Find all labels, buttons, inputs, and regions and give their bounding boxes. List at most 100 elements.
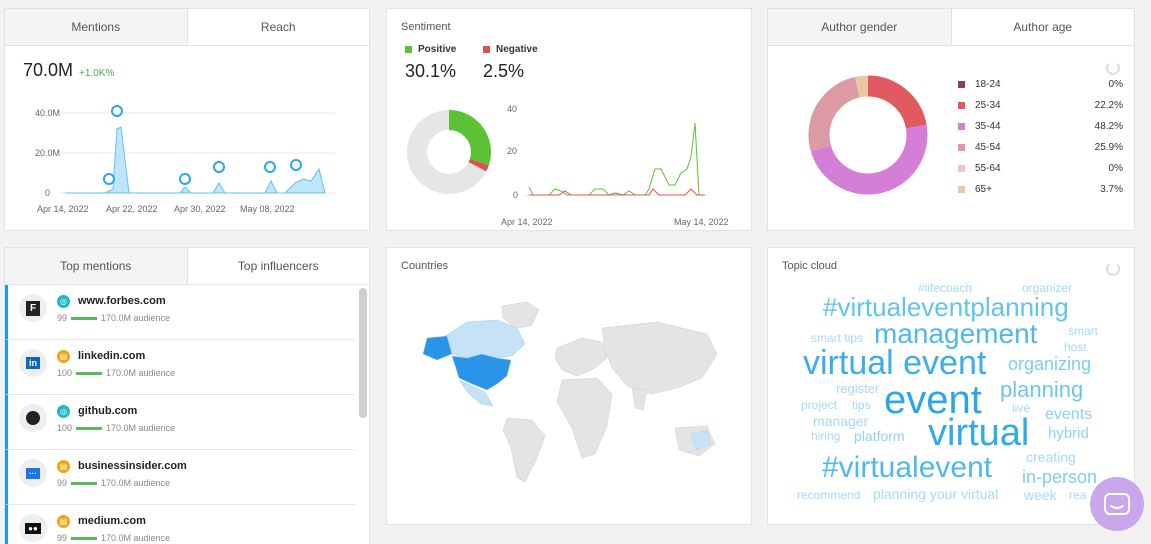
list-item-domain[interactable]: linkedin.com bbox=[78, 350, 146, 362]
author-tabs: Author gender Author age bbox=[768, 9, 1134, 46]
age-label: 65+ bbox=[975, 184, 992, 195]
tab-top-influencers[interactable]: Top influencers bbox=[186, 248, 369, 284]
list-item-domain[interactable]: github.com bbox=[78, 405, 138, 417]
countries-card: Countries bbox=[386, 247, 752, 525]
list-item[interactable]: F ◎ www.forbes.com 99 170.0M audience bbox=[5, 285, 355, 340]
topic-word[interactable]: organizing bbox=[1008, 354, 1092, 374]
list-item-domain[interactable]: www.forbes.com bbox=[78, 295, 166, 307]
topic-word[interactable]: host bbox=[1064, 340, 1087, 354]
sentiment-title: Sentiment bbox=[401, 21, 451, 33]
topic-word[interactable]: week bbox=[1024, 487, 1057, 503]
negative-label: Negative bbox=[496, 44, 538, 55]
x-tick: Apr 22, 2022 bbox=[106, 204, 158, 214]
topic-word[interactable]: hiring bbox=[811, 429, 841, 443]
topic-word[interactable]: live bbox=[1012, 401, 1031, 415]
list-item[interactable]: ●● ▤ medium.com 99 170.0M audience bbox=[5, 505, 355, 544]
topic-word[interactable]: #lifecoach bbox=[918, 281, 973, 295]
topic-word[interactable]: smart bbox=[1068, 324, 1098, 338]
age-swatch bbox=[958, 165, 965, 172]
tab-mentions[interactable]: Mentions bbox=[5, 9, 187, 45]
list-item-meta: 99 170.0M audience bbox=[57, 478, 170, 488]
topic-word[interactable]: creating bbox=[1026, 449, 1076, 465]
github-logo-icon bbox=[19, 404, 47, 432]
forbes-logo-icon: F bbox=[19, 294, 47, 322]
marker-pin bbox=[290, 159, 302, 171]
age-value: 22.2% bbox=[1094, 100, 1123, 111]
list-item[interactable]: ··· ▤ businessinsider.com 99 170.0M audie… bbox=[5, 450, 355, 505]
tab-reach[interactable]: Reach bbox=[186, 9, 369, 45]
topic-word[interactable]: recommend bbox=[797, 488, 861, 502]
marker-pin bbox=[264, 161, 276, 173]
medium-logo-icon: ●● bbox=[19, 514, 47, 542]
age-legend: 18-24 0% 25-34 22.2% 35-44 48.2% 45-54 25.9%… bbox=[958, 79, 1123, 204]
list-item-meta: 99 170.0M audience bbox=[57, 533, 170, 543]
usa-shape bbox=[451, 353, 512, 391]
sentiment-card: Sentiment Positive Negative 30.1% 2.5% 4… bbox=[386, 8, 752, 231]
topic-word[interactable]: manager bbox=[813, 413, 869, 429]
topic-word[interactable]: organizer bbox=[1022, 281, 1073, 295]
tab-top-mentions[interactable]: Top mentions bbox=[5, 248, 187, 284]
news-icon: ▤ bbox=[57, 460, 70, 473]
topic-word[interactable]: rea bbox=[1069, 488, 1087, 502]
y-tick: 40 bbox=[507, 104, 517, 114]
age-value: 0% bbox=[1108, 79, 1123, 90]
chat-launcher-button[interactable] bbox=[1090, 477, 1144, 531]
greenland-shape bbox=[501, 301, 540, 329]
topic-word[interactable]: planning bbox=[1000, 377, 1084, 402]
list-item-audience: 170.0M audience bbox=[101, 478, 171, 488]
x-tick: May 08, 2022 bbox=[240, 204, 295, 214]
topic-word[interactable]: virtual bbox=[928, 412, 1030, 454]
topic-word[interactable]: events bbox=[1045, 406, 1093, 423]
list-item-audience: 170.0M audience bbox=[106, 423, 176, 433]
topic-word[interactable]: event bbox=[884, 378, 982, 422]
topic-word[interactable]: in-person bbox=[1022, 467, 1098, 487]
topic-word[interactable]: smart tips bbox=[811, 331, 864, 345]
topic-word[interactable]: register bbox=[836, 381, 880, 396]
list-item[interactable]: in ▤ linkedin.com 100 170.0M audience bbox=[5, 340, 355, 395]
topic-word[interactable]: planning your virtual bbox=[873, 486, 999, 502]
mexico-shape bbox=[458, 379, 494, 407]
age-label: 35-44 bbox=[975, 121, 1001, 132]
marker-pin bbox=[103, 173, 115, 185]
topic-word[interactable]: #virtualeventplanning bbox=[823, 292, 1069, 322]
topic-word[interactable]: tips bbox=[852, 398, 871, 412]
negative-legend: Negative bbox=[483, 44, 538, 55]
africa-shape bbox=[556, 377, 613, 459]
list-item-audience: 170.0M audience bbox=[101, 533, 171, 543]
score-bar bbox=[76, 371, 103, 375]
age-swatch bbox=[958, 123, 965, 130]
age-value: 25.9% bbox=[1094, 142, 1123, 153]
tab-author-age[interactable]: Author age bbox=[950, 9, 1134, 45]
age-legend-row: 45-54 25.9% bbox=[958, 142, 1123, 153]
list-item-score: 99 bbox=[57, 313, 68, 323]
countries-title: Countries bbox=[401, 260, 449, 272]
topic-word[interactable]: virtual event bbox=[803, 344, 987, 382]
loading-spinner-icon bbox=[1106, 61, 1120, 75]
topic-word[interactable]: platform bbox=[854, 428, 905, 444]
tab-author-gender[interactable]: Author gender bbox=[768, 9, 951, 45]
topic-word[interactable]: #virtualevent bbox=[822, 451, 993, 484]
top-mentions-card: Top mentions Top influencers F ◎ www.for… bbox=[4, 247, 370, 544]
europe-shape bbox=[554, 337, 608, 377]
topic-word[interactable]: management bbox=[874, 318, 1038, 349]
x-tick: Apr 30, 2022 bbox=[174, 204, 226, 214]
score-bar bbox=[76, 426, 103, 430]
age-legend-row: 18-24 0% bbox=[958, 79, 1123, 90]
asia-shape bbox=[601, 321, 718, 395]
list-item-domain[interactable]: businessinsider.com bbox=[78, 460, 187, 472]
mentions-card: Mentions Reach 70.0M +1.0K% 40.0M 20.0M 0… bbox=[4, 8, 370, 231]
marker-pin bbox=[111, 105, 123, 117]
news-icon: ▤ bbox=[57, 515, 70, 528]
list-scrollbar[interactable] bbox=[359, 288, 367, 418]
india-shape bbox=[631, 387, 648, 411]
score-bar bbox=[71, 536, 98, 540]
age-swatch bbox=[958, 144, 965, 151]
topic-word[interactable]: project bbox=[801, 398, 838, 412]
news-icon: ▤ bbox=[57, 350, 70, 363]
topic-word[interactable]: hybrid bbox=[1048, 425, 1089, 442]
topic-cloud-title: Topic cloud bbox=[782, 260, 838, 272]
list-item-domain[interactable]: medium.com bbox=[78, 515, 146, 527]
world-map bbox=[422, 301, 718, 483]
list-item[interactable]: ◎ github.com 100 170.0M audience bbox=[5, 395, 355, 450]
list-item-meta: 99 170.0M audience bbox=[57, 313, 170, 323]
